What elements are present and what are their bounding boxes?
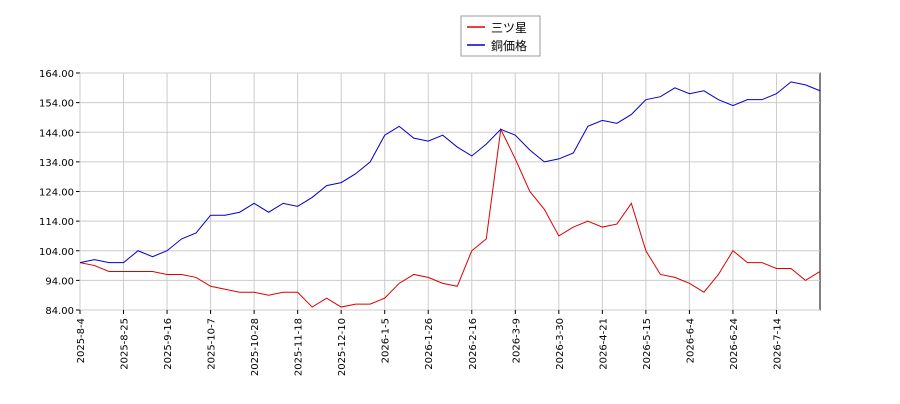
- x-tick-label: 2026-1-5: [381, 318, 392, 363]
- x-tick-label: 2026-6-4: [685, 318, 696, 363]
- y-tick-label: 114.00: [39, 217, 74, 228]
- legend-label: 銅価格: [491, 38, 527, 53]
- x-tick-label: 2025-10-28: [250, 318, 261, 376]
- x-tick-label: 2026-2-16: [468, 318, 479, 370]
- x-tick-label: 2026-3-9: [511, 318, 522, 363]
- x-tick-label: 2026-3-30: [555, 318, 566, 370]
- x-tick-label: 2026-5-15: [642, 318, 653, 370]
- y-tick-label: 134.00: [39, 158, 74, 169]
- y-tick-label: 144.00: [39, 128, 74, 139]
- x-tick-label: 2025-11-18: [294, 318, 305, 376]
- x-tick-label: 2026-4-21: [598, 318, 609, 370]
- x-tick-label: 2025-9-16: [163, 318, 174, 370]
- x-tick-label: 2025-8-4: [76, 318, 87, 363]
- x-tick-label: 2025-12-10: [337, 318, 348, 376]
- legend-box: [460, 15, 541, 57]
- x-tick-label: 2026-6-24: [729, 318, 740, 370]
- x-tick-label: 2026-7-14: [772, 318, 783, 370]
- series-line: [79, 81, 821, 264]
- y-tick-label: 84.00: [45, 306, 74, 317]
- y-tick-label: 94.00: [45, 276, 74, 287]
- y-tick-label: 124.00: [39, 188, 74, 199]
- x-tick-label: 2025-8-25: [120, 318, 131, 370]
- y-tick-label: 164.00: [39, 69, 74, 80]
- y-tick-label: 104.00: [39, 247, 74, 258]
- legend-label: 三ツ星: [491, 21, 527, 35]
- series-line: [79, 127, 821, 308]
- x-tick-label: 2026-1-26: [424, 318, 435, 370]
- y-tick-label: 154.00: [39, 99, 74, 110]
- x-tick-label: 2025-10-7: [207, 318, 218, 370]
